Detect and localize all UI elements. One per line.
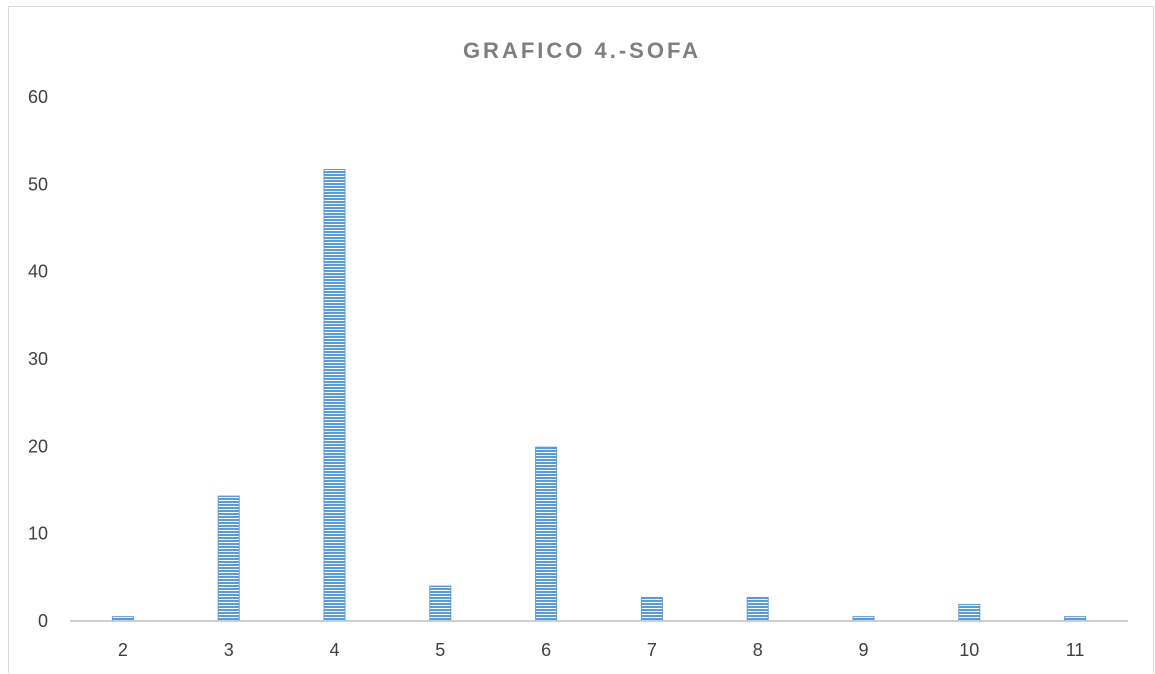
bar [535,446,558,622]
x-tick-label: 8 [753,640,763,660]
x-tick-label: 4 [329,640,339,660]
x-tick-label: 5 [435,640,445,660]
bar [217,495,240,622]
bar-series [111,168,1087,622]
x-tick-label: 6 [541,640,551,660]
bar [746,596,769,622]
y-tick-label: 10 [28,524,48,544]
bar [640,596,663,622]
bar [429,585,452,622]
x-tick-label: 2 [118,640,128,660]
chart-title: GRAFICO 4.-SOFA [463,38,701,63]
y-axis-ticks: 0 10 20 30 40 50 60 [28,87,48,631]
x-axis-ticks: 2 3 4 5 6 7 8 9 10 11 [118,640,1085,660]
y-tick-label: 0 [38,611,48,631]
x-tick-label: 10 [959,640,979,660]
chart-frame [8,6,1154,673]
y-tick-label: 50 [28,174,48,194]
y-tick-label: 60 [28,87,48,107]
bar [323,168,346,622]
y-tick-label: 40 [28,262,48,282]
x-tick-label: 9 [858,640,868,660]
y-tick-label: 30 [28,349,48,369]
x-tick-label: 3 [224,640,234,660]
bar [958,603,981,622]
x-tick-label: 7 [647,640,657,660]
y-tick-label: 20 [28,436,48,456]
x-tick-label: 11 [1066,640,1085,660]
